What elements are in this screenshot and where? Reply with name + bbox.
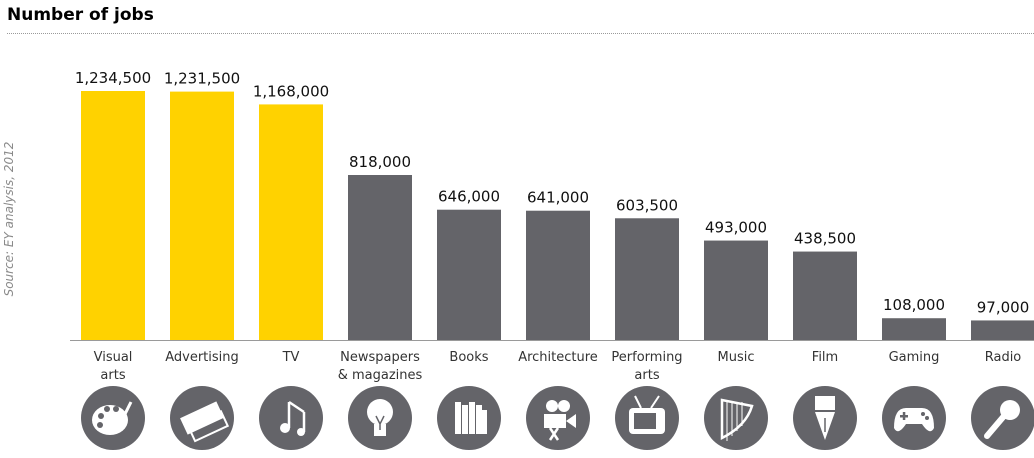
category-label: Film	[811, 350, 839, 365]
category-label: Visual arts	[93, 350, 133, 383]
category-label: Music	[717, 350, 755, 365]
television-icon	[615, 386, 679, 450]
books-icon	[437, 386, 501, 450]
data-label: 603,500	[616, 196, 678, 214]
chart-title: Number of jobs	[7, 5, 154, 25]
data-label: 1,231,500	[164, 70, 240, 88]
bar	[615, 218, 679, 340]
category-label: Architecture	[518, 350, 598, 365]
category-label: Advertising	[165, 350, 239, 365]
lightbulb-icon	[348, 386, 412, 450]
data-label: 818,000	[349, 153, 411, 171]
category-label: Gaming	[888, 350, 940, 365]
bar	[526, 210, 590, 340]
data-label: 97,000	[977, 298, 1030, 316]
data-label: 646,000	[438, 188, 500, 206]
data-label: 493,000	[705, 219, 767, 237]
data-label: 1,168,000	[253, 82, 329, 100]
bar	[259, 104, 323, 341]
bar	[437, 209, 501, 340]
category-label: Performing arts	[611, 350, 683, 383]
category-label: Newspapers & magazines	[337, 350, 423, 383]
bar	[348, 175, 412, 340]
palette-icon	[81, 386, 145, 450]
microphone-icon	[971, 386, 1034, 450]
bar	[704, 240, 768, 340]
bar	[81, 91, 145, 340]
gamepad-icon	[882, 386, 946, 450]
film-camera-icon	[526, 386, 590, 450]
data-label: 438,500	[794, 230, 856, 248]
bar	[882, 318, 946, 340]
data-label: 1,234,500	[75, 69, 151, 87]
fountain-pen-icon	[793, 386, 857, 450]
harp-icon	[704, 386, 768, 450]
category-label: TV	[282, 350, 300, 365]
category-label: Radio	[984, 350, 1022, 365]
bar	[170, 91, 234, 340]
ticket-icon	[170, 386, 234, 450]
bar	[793, 251, 857, 340]
music-notes-icon	[259, 386, 323, 450]
data-label: 108,000	[883, 296, 945, 314]
category-label: Books	[449, 350, 489, 365]
bar	[971, 320, 1034, 340]
title-divider	[7, 33, 1034, 34]
data-label: 641,000	[527, 189, 589, 207]
